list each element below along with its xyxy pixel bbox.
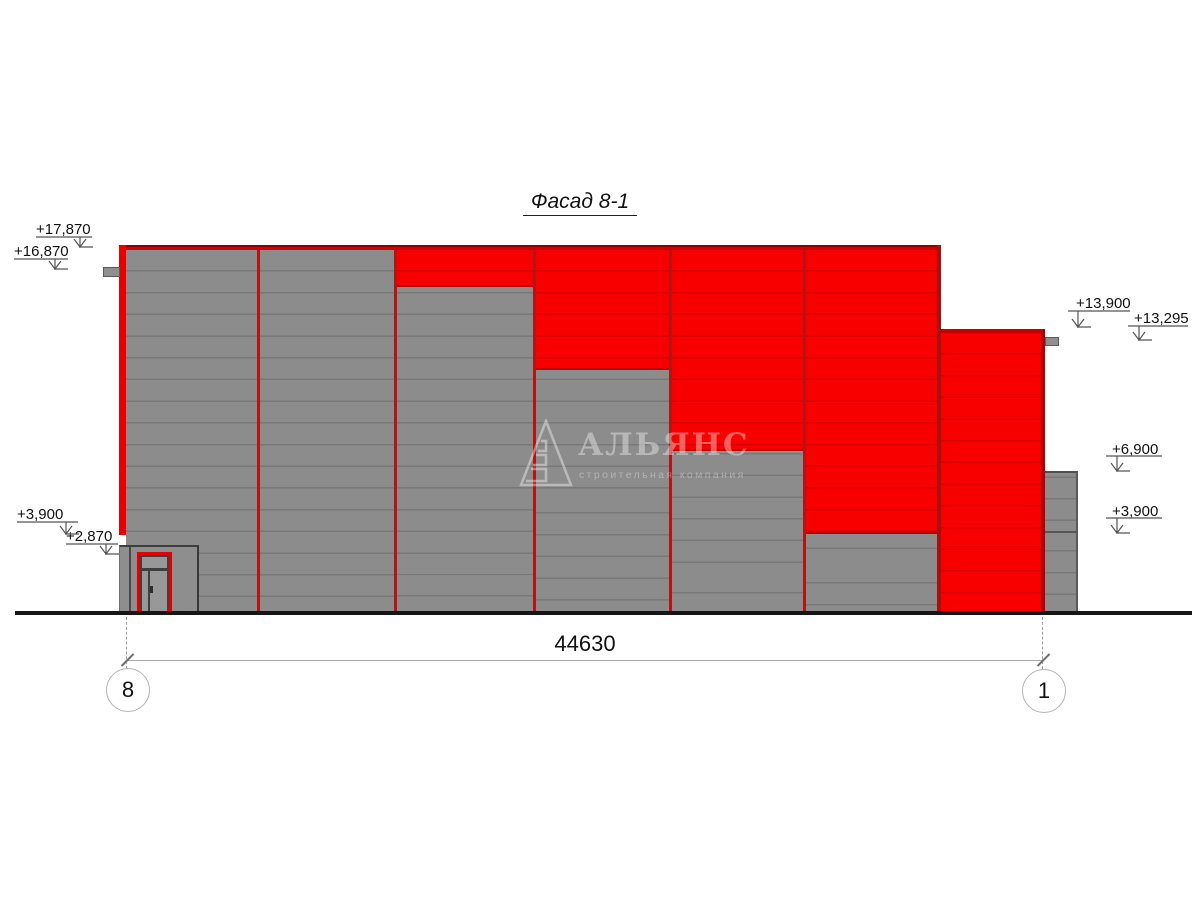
grid-axis-label: 1 xyxy=(1037,678,1051,703)
elevation-label: +13,295 xyxy=(1134,310,1189,327)
right-awning xyxy=(1045,337,1059,346)
dimension-value: 44630 xyxy=(554,631,616,656)
facade-panel-joint xyxy=(533,250,536,612)
elevation-label: +13,900 xyxy=(1076,295,1131,312)
facade-left-corner-trim xyxy=(119,245,126,535)
facade-right-corner-trim xyxy=(1041,329,1045,612)
facade-panel-joint xyxy=(257,250,260,612)
annex-level-line xyxy=(1045,531,1078,533)
facade-gray-panel xyxy=(806,534,937,612)
facade-red-panel xyxy=(806,250,937,534)
drawing-title: Фасад 8-1 xyxy=(440,190,720,216)
door-handle xyxy=(150,586,153,593)
dimension-line xyxy=(127,660,1043,662)
grid-axis-label: 8 xyxy=(121,677,135,702)
elevation-label: +6,900 xyxy=(1112,441,1159,458)
elevation-label: +3,900 xyxy=(1112,503,1159,520)
facade-red-panel xyxy=(672,250,803,451)
left-awning xyxy=(103,267,120,277)
drawing-title-text: Фасад 8-1 xyxy=(522,190,638,216)
facade-parapet-cap xyxy=(119,245,941,251)
facade-panel-joint xyxy=(803,250,806,612)
facade-panel-joint xyxy=(394,250,397,612)
grid-axis-bubble-8: 8 xyxy=(106,668,150,712)
vestibule-post xyxy=(129,547,131,612)
entrance-door-leaf xyxy=(142,557,167,612)
facade-low-red-block xyxy=(941,329,1045,612)
grid-axis-bubble-1: 1 xyxy=(1022,669,1066,713)
facade-gray-panel xyxy=(536,370,669,612)
elevation-label: +3,900 xyxy=(17,506,64,523)
facade-gray-panel xyxy=(260,250,394,612)
door-transom-bar xyxy=(142,568,167,571)
facade-red-panel xyxy=(397,250,533,287)
facade-panel-joint xyxy=(669,250,672,612)
facade-annex xyxy=(1045,471,1078,612)
door-stile xyxy=(148,571,150,612)
elevation-label: +17,870 xyxy=(36,221,91,238)
facade-panel-joint xyxy=(937,245,941,612)
facade-gray-panel xyxy=(672,451,803,612)
extension-line-right xyxy=(1042,617,1043,674)
ground-line xyxy=(15,611,1192,615)
extension-line-left xyxy=(126,617,127,674)
facade-gray-panel xyxy=(397,287,533,612)
facade-red-panel xyxy=(536,250,669,370)
